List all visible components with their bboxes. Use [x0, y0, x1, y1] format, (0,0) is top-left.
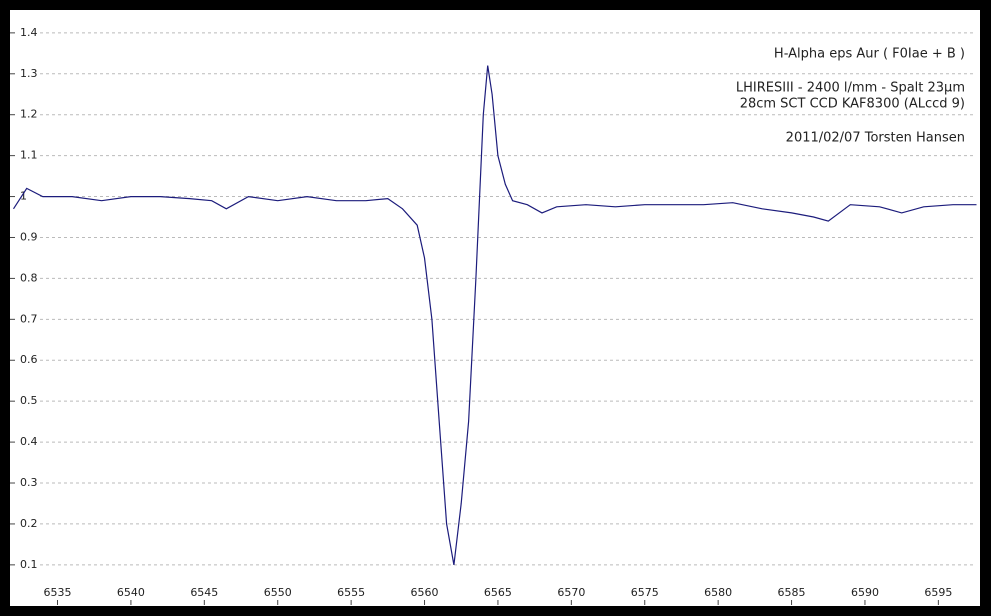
annotation: LHIRESIII - 2400 l/mm - Spalt 23µm [736, 81, 965, 96]
spectrum-line [12, 65, 977, 566]
x-tick-label: 6595 [924, 586, 952, 599]
y-tick-label: 0.4 [20, 435, 38, 448]
y-tick-label: 1.1 [20, 149, 38, 162]
x-tick-label: 6550 [264, 586, 292, 599]
y-tick-label: 0.9 [20, 230, 38, 243]
x-tick-label: 6585 [778, 586, 806, 599]
y-tick-label: 0.2 [20, 517, 38, 530]
x-tick-label: 6540 [117, 586, 145, 599]
x-tick-label: 6545 [190, 586, 218, 599]
x-tick-label: 6555 [337, 586, 365, 599]
x-tick-label: 6535 [44, 586, 72, 599]
x-tick-label: 6570 [557, 586, 585, 599]
plot-background [10, 10, 980, 606]
y-tick-label: 0.1 [20, 558, 38, 571]
y-tick-label: 1.2 [20, 108, 38, 121]
y-tick-label: 0.6 [20, 353, 38, 366]
x-tick-label: 6575 [631, 586, 659, 599]
y-tick-label: 1.3 [20, 67, 38, 80]
x-tick-label: 6590 [851, 586, 879, 599]
y-tick-label: 0.7 [20, 312, 38, 325]
y-tick-label: 1 [20, 190, 27, 203]
annotation: 2011/02/07 Torsten Hansen [786, 131, 965, 146]
y-tick-label: 0.3 [20, 476, 38, 489]
y-tick-label: 0.8 [20, 271, 38, 284]
annotation: H-Alpha eps Aur ( F0Iae + B ) [774, 47, 965, 62]
y-tick-label: 0.5 [20, 394, 38, 407]
y-tick-label: 1.4 [20, 26, 38, 39]
x-tick-label: 6560 [411, 586, 439, 599]
x-tick-label: 6580 [704, 586, 732, 599]
x-tick-label: 6565 [484, 586, 512, 599]
annotation: 28cm SCT CCD KAF8300 (ALccd 9) [740, 97, 965, 112]
